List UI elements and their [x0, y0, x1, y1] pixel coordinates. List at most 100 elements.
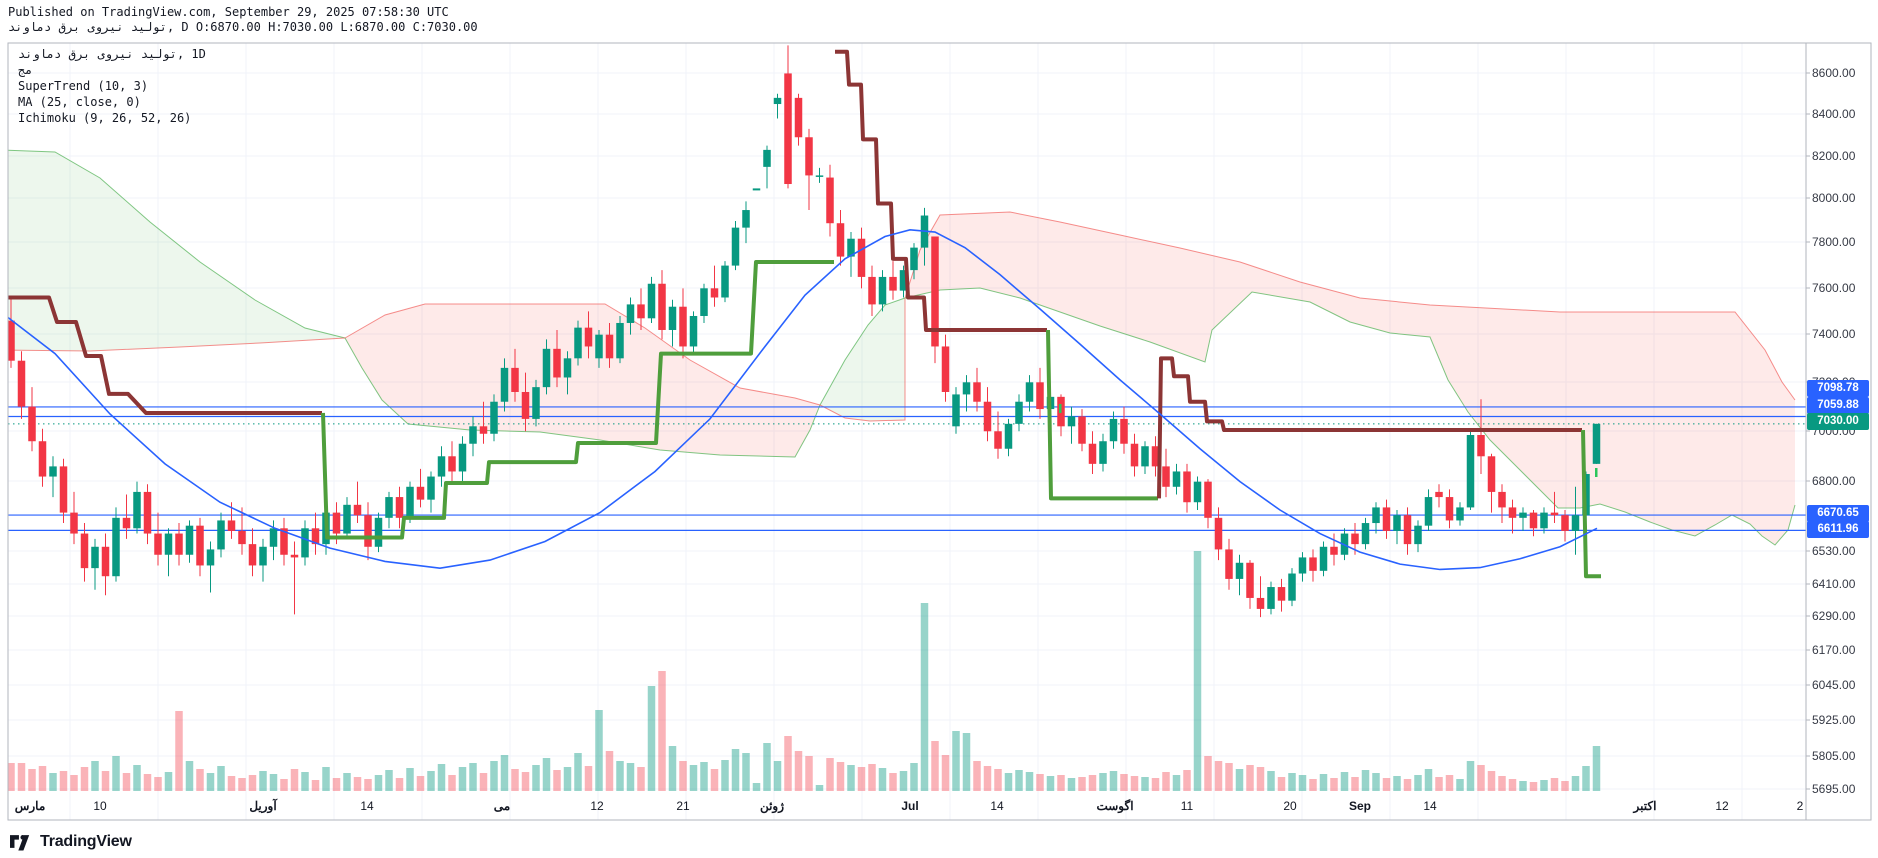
time-tick-label[interactable]: 11 — [1180, 799, 1194, 813]
candle-body — [1508, 507, 1517, 518]
volume-bar — [448, 775, 456, 791]
time-tick-label[interactable]: 10 — [93, 799, 107, 813]
price-badge[interactable]: 6670.65 — [1807, 504, 1869, 522]
candle-body — [490, 401, 498, 434]
candle-body — [1550, 512, 1559, 516]
volume-bar — [259, 771, 267, 791]
volume-bar — [427, 771, 435, 791]
candle-body — [910, 247, 918, 271]
candle-body — [679, 306, 687, 347]
candle-body — [1393, 515, 1401, 531]
volume-bar — [416, 776, 425, 791]
volume-bar — [521, 772, 530, 791]
volume-bar — [1403, 779, 1412, 791]
volume-bar — [280, 779, 288, 791]
volume-bar — [815, 785, 824, 791]
tradingview-logo[interactable]: TradingView — [10, 831, 132, 852]
volume-bar — [1550, 778, 1559, 791]
candle-body — [1571, 515, 1580, 531]
candle-body — [1435, 491, 1443, 498]
time-tick-label[interactable]: اکتبر — [1633, 799, 1657, 813]
candle-body — [311, 528, 320, 545]
candle-body — [710, 288, 719, 298]
volume-bar — [773, 761, 782, 791]
senkou-line — [904, 211, 1796, 401]
volume-bar — [1130, 776, 1139, 791]
candle-body — [1414, 525, 1422, 545]
candle-body — [983, 401, 992, 432]
volume-bar — [647, 686, 656, 791]
candle-body — [458, 443, 467, 472]
volume-bar — [38, 766, 47, 791]
volume-bar — [17, 763, 26, 791]
candle-body — [1445, 497, 1454, 521]
candle-body — [721, 265, 729, 298]
volume-bar — [80, 767, 89, 791]
time-tick-label[interactable]: 2 — [1796, 799, 1804, 813]
candle-body — [1477, 435, 1485, 457]
candle-body — [962, 382, 971, 395]
time-tick-label[interactable]: آوریل — [249, 799, 277, 813]
volume-bar — [889, 773, 897, 791]
candle-body — [1561, 515, 1569, 531]
volume-bar — [868, 764, 876, 791]
time-axis[interactable]: مارس 10 آوریل 14 می 12 21 ژوئن Jul 14 اگوست 11 20 Sep… — [8, 794, 1806, 820]
time-tick-label[interactable]: مارس — [14, 799, 46, 813]
volume-bar — [1288, 773, 1296, 791]
volume-bar — [1424, 769, 1433, 791]
time-tick-label[interactable]: Jul — [901, 799, 919, 813]
time-tick-label[interactable]: 12 — [1715, 799, 1729, 813]
symbol-name: تولید نیروی برق دماوند — [8, 20, 167, 34]
price-badge[interactable]: 7098.78 — [1807, 379, 1869, 397]
candle-body — [742, 210, 750, 228]
candle-body — [385, 497, 393, 518]
legend-symbol-row[interactable]: تولید نیروی برق دماوند, 1D — [18, 46, 206, 62]
volume-bar — [710, 769, 719, 791]
candle-body — [1235, 562, 1244, 579]
candle-body — [1067, 416, 1076, 427]
legend-ma[interactable]: MA (25, close, 0) — [18, 95, 141, 109]
candle-body — [28, 406, 36, 442]
price-badge[interactable]: 6611.96 — [1807, 520, 1869, 538]
supertrend-line-red — [835, 49, 1047, 332]
legend-supertrend[interactable]: SuperTrend (10, 3) — [18, 79, 149, 93]
price-badge[interactable]: 7030.00 — [1807, 412, 1869, 430]
volume-bar — [311, 780, 320, 791]
candle-body — [1372, 507, 1380, 524]
candle-body — [332, 512, 341, 534]
time-tick-label[interactable]: 14 — [360, 799, 374, 813]
legend-timeframe[interactable]: , 1D — [176, 47, 206, 61]
volume-bar — [1004, 773, 1013, 791]
time-tick-label[interactable]: 12 — [590, 799, 604, 813]
candle-body — [1592, 423, 1601, 464]
candle-body — [1529, 512, 1538, 529]
price-tick-label: 6170.00 — [1812, 643, 1856, 657]
volume-bar — [721, 760, 729, 791]
time-tick-label[interactable]: 14 — [1423, 799, 1437, 813]
volume-bar — [542, 758, 551, 791]
chart-legend[interactable]: تولید نیروی برق دماوند, 1D مج SuperTrend… — [18, 46, 206, 126]
candle-body — [815, 175, 824, 177]
volume-bar — [1361, 770, 1370, 791]
candle-body — [1088, 443, 1097, 464]
candle-body — [1172, 471, 1181, 487]
time-tick-label[interactable]: ژوئن — [759, 799, 785, 813]
price-badge[interactable]: 7059.88 — [1807, 396, 1869, 414]
candle-body — [626, 304, 635, 323]
time-tick-label[interactable]: اگوست — [1096, 799, 1134, 813]
volume-bar — [574, 753, 582, 791]
chart-frame — [7, 42, 1872, 821]
time-tick-label[interactable]: 21 — [676, 799, 690, 813]
volume-bar — [847, 765, 855, 791]
time-tick-label[interactable]: می — [493, 799, 511, 813]
volume-bar — [1330, 778, 1338, 791]
volume-bar — [112, 756, 120, 791]
time-tick-label[interactable]: 14 — [990, 799, 1004, 813]
volume-bar — [185, 761, 194, 791]
legend-ichimoku[interactable]: Ichimoku (9, 26, 52, 26) — [18, 111, 192, 125]
time-tick-label[interactable]: 20 — [1283, 799, 1297, 813]
time-tick-label[interactable]: Sep — [1348, 799, 1372, 813]
volume-bar — [1519, 781, 1527, 791]
tiny-doji-mark — [1595, 468, 1598, 477]
